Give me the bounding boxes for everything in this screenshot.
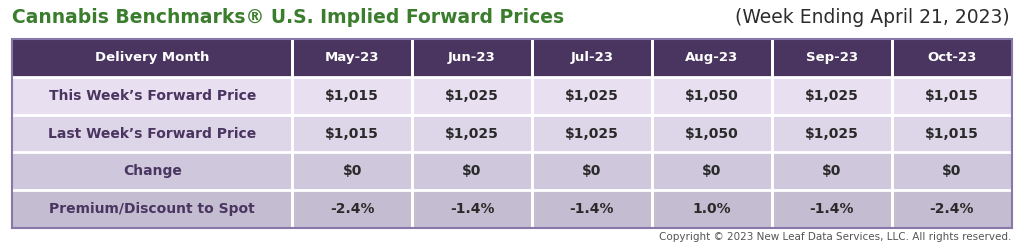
Bar (292, 39, 412, 77)
Text: $1,025: $1,025 (565, 89, 618, 103)
Bar (12, 190, 292, 228)
Text: $1,050: $1,050 (685, 89, 738, 103)
Text: Sep-23: Sep-23 (806, 51, 858, 65)
Text: $1,025: $1,025 (805, 89, 859, 103)
Text: $1,025: $1,025 (565, 127, 618, 141)
Text: $1,050: $1,050 (685, 127, 738, 141)
Bar (532, 115, 652, 152)
Text: This Week’s Forward Price: This Week’s Forward Price (48, 89, 256, 103)
Text: $1,015: $1,015 (925, 127, 979, 141)
Bar (412, 190, 532, 228)
Text: Oct-23: Oct-23 (927, 51, 977, 65)
Bar (772, 39, 892, 77)
Text: $0: $0 (583, 164, 602, 178)
Bar (292, 115, 412, 152)
Text: -1.4%: -1.4% (810, 202, 854, 216)
Text: -2.4%: -2.4% (330, 202, 375, 216)
Bar (12, 115, 292, 152)
Text: $1,025: $1,025 (445, 127, 499, 141)
Bar (652, 115, 772, 152)
Bar (412, 77, 532, 115)
Text: May-23: May-23 (325, 51, 379, 65)
Text: 1.0%: 1.0% (692, 202, 731, 216)
Bar (12, 152, 292, 190)
Bar (892, 77, 1012, 115)
Bar (412, 152, 532, 190)
Bar (412, 39, 532, 77)
Text: $1,025: $1,025 (445, 89, 499, 103)
Bar (652, 39, 772, 77)
Bar (652, 152, 772, 190)
Bar (652, 190, 772, 228)
Bar (772, 152, 892, 190)
Text: Cannabis Benchmarks® U.S. Implied Forward Prices: Cannabis Benchmarks® U.S. Implied Forwar… (12, 8, 564, 26)
Text: Aug-23: Aug-23 (685, 51, 738, 65)
Bar (12, 39, 1012, 228)
Text: $0: $0 (702, 164, 722, 178)
Text: $0: $0 (462, 164, 481, 178)
Text: Change: Change (123, 164, 181, 178)
Text: (Week Ending April 21, 2023): (Week Ending April 21, 2023) (729, 8, 1010, 26)
Text: Last Week’s Forward Price: Last Week’s Forward Price (48, 127, 256, 141)
Text: $0: $0 (822, 164, 842, 178)
Bar (292, 152, 412, 190)
Text: Jun-23: Jun-23 (449, 51, 496, 65)
Bar (532, 77, 652, 115)
Text: $1,015: $1,015 (326, 127, 379, 141)
Bar (532, 152, 652, 190)
Bar (412, 115, 532, 152)
Bar (892, 190, 1012, 228)
Bar (652, 77, 772, 115)
Text: -2.4%: -2.4% (930, 202, 974, 216)
Text: $0: $0 (342, 164, 361, 178)
Bar (892, 115, 1012, 152)
Text: -1.4%: -1.4% (450, 202, 495, 216)
Text: $0: $0 (942, 164, 962, 178)
Bar (292, 190, 412, 228)
Text: $1,025: $1,025 (805, 127, 859, 141)
Bar (532, 39, 652, 77)
Text: $1,015: $1,015 (925, 89, 979, 103)
Text: -1.4%: -1.4% (569, 202, 614, 216)
Bar (772, 77, 892, 115)
Bar (892, 39, 1012, 77)
Text: Jul-23: Jul-23 (570, 51, 613, 65)
Bar (772, 190, 892, 228)
Text: $1,015: $1,015 (326, 89, 379, 103)
Text: Delivery Month: Delivery Month (95, 51, 209, 65)
Bar (12, 39, 292, 77)
Bar (772, 115, 892, 152)
Bar (292, 77, 412, 115)
Bar (892, 152, 1012, 190)
Text: Copyright © 2023 New Leaf Data Services, LLC. All rights reserved.: Copyright © 2023 New Leaf Data Services,… (659, 232, 1012, 242)
Bar (12, 77, 292, 115)
Bar (532, 190, 652, 228)
Text: Premium/Discount to Spot: Premium/Discount to Spot (49, 202, 255, 216)
